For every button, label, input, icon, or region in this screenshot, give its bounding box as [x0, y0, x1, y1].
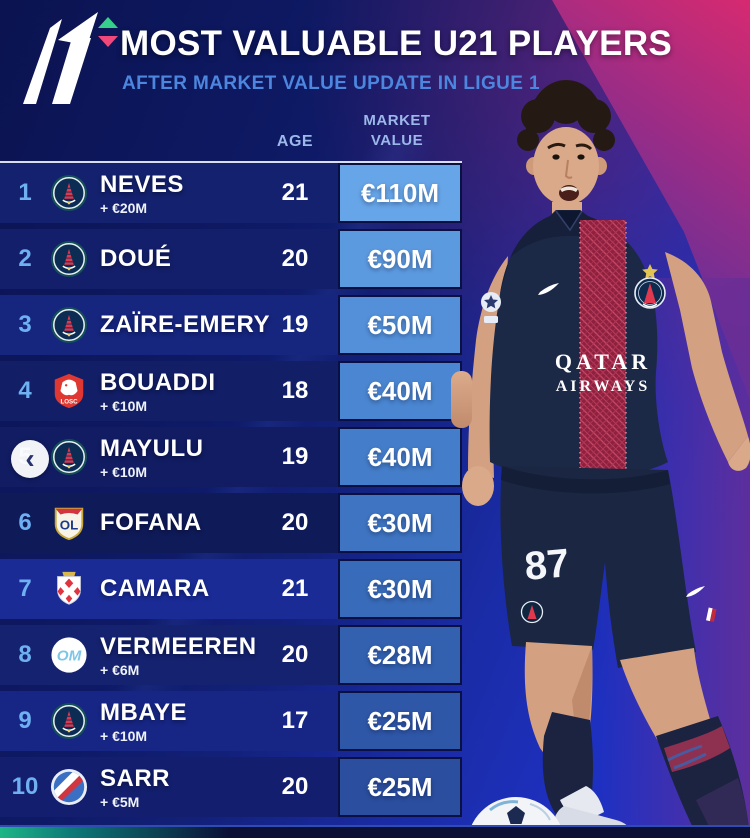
- market-value-cell: €30M: [338, 493, 462, 553]
- rank-label: 8: [18, 641, 32, 668]
- shirt-sponsor-line1: QATAR: [555, 349, 651, 374]
- player-name: SARR: [100, 764, 171, 792]
- down-arrow-icon: [98, 36, 118, 47]
- rank-label: 6: [18, 509, 32, 536]
- player-name: NEVES: [100, 170, 184, 198]
- table-row: 10 SARR + €5M 20 €25M: [0, 757, 462, 817]
- rank-label: 10: [11, 773, 39, 800]
- table-row: 8 OM VERMEEREN + €6M 20 €28M: [0, 625, 462, 685]
- rank-label: 3: [18, 311, 32, 338]
- player-name: FOFANA: [100, 509, 202, 536]
- market-value-cell: €40M: [338, 361, 462, 421]
- nike-swoosh-icon: [538, 283, 559, 295]
- page-title: MOST VALUABLE U21 PLAYERS: [120, 24, 673, 63]
- player-name: CAMARA: [100, 575, 210, 602]
- gold-star-icon: [642, 264, 658, 279]
- shirt-collar: [555, 210, 583, 232]
- rank-label: 7: [18, 575, 32, 602]
- value-change-label: + €20M: [100, 199, 148, 216]
- player-name: BOUADDI: [100, 368, 216, 396]
- player-left-arm: [665, 252, 750, 471]
- psg-badge-icon: [50, 702, 88, 740]
- age-value: 19: [281, 311, 309, 338]
- ligue1-logo: [23, 12, 118, 104]
- age-value: 20: [281, 245, 309, 272]
- player-shorts: 87: [500, 466, 717, 668]
- ranking-table: 1 NEVES + €20M 21 €110M 2: [0, 161, 462, 823]
- shorts-number: 87: [523, 541, 571, 589]
- table-row: 3 ZAÏRE-EMERY 19 €50M: [0, 295, 462, 355]
- carousel-prev-button[interactable]: ‹: [11, 440, 49, 478]
- player-name: MAYULU: [100, 434, 204, 462]
- svg-text:OM: OM: [57, 648, 82, 665]
- psg-badge-icon: [50, 174, 88, 212]
- svg-text:LOSC: LOSC: [60, 398, 78, 405]
- up-arrow-icon: [98, 17, 118, 28]
- age-value: 20: [281, 773, 309, 800]
- table-row: 7 CAMARA 21 €30M: [0, 559, 462, 619]
- table-row: 9 MBAYE + €10M 17 €25M: [0, 691, 462, 751]
- age-value: 17: [281, 707, 309, 734]
- player-name: DOUÉ: [100, 245, 172, 272]
- shirt-center-stripe: [580, 220, 626, 472]
- market-value-cell: €110M: [338, 163, 462, 223]
- psg-crest-icon: [634, 264, 666, 309]
- svg-text:OL: OL: [60, 518, 78, 533]
- market-value-cell: €40M: [338, 427, 462, 487]
- ucl-sleeve-badge-icon: [481, 292, 501, 323]
- rank-label: 2: [18, 245, 32, 272]
- shorts-hem-tab: [706, 607, 717, 622]
- player-photo: QATAR AIRWAYS 87: [462, 80, 750, 838]
- bottom-bar: [0, 825, 750, 838]
- psg-badge-icon: [50, 306, 88, 344]
- value-change-label: + €10M: [100, 463, 148, 480]
- table-row: 1 NEVES + €20M 21 €110M: [0, 163, 462, 223]
- table-row: 6 OL FOFANA 20 €30M: [0, 493, 462, 553]
- age-value: 21: [281, 179, 309, 206]
- player-head: [517, 80, 615, 224]
- player-name: MBAYE: [100, 698, 187, 726]
- market-value-cell: €50M: [338, 295, 462, 355]
- shorts-swoosh-icon: [686, 586, 705, 597]
- rank-label: 4: [18, 377, 32, 404]
- player-shirt: QATAR AIRWAYS: [481, 210, 668, 478]
- psg-badge-icon: [50, 240, 88, 278]
- age-value: 20: [281, 509, 309, 536]
- market-value-cell: €30M: [338, 559, 462, 619]
- value-change-label: + €6M: [100, 661, 140, 678]
- market-value-cell: €25M: [338, 691, 462, 751]
- shirt-sponsor-line2: AIRWAYS: [556, 378, 651, 395]
- psg-badge-icon: [50, 438, 88, 476]
- marseille-badge-icon: OM: [50, 636, 88, 674]
- lille-badge-icon: LOSC: [50, 372, 88, 410]
- market-value-cell: €25M: [338, 757, 462, 817]
- market-value-cell: €28M: [338, 625, 462, 685]
- age-value: 18: [281, 377, 309, 404]
- age-column-header: AGE: [276, 133, 314, 150]
- table-row: 5 MAYULU + €10M 19 €40M: [0, 427, 462, 487]
- player-hand: [451, 371, 472, 428]
- rank-label: 1: [18, 179, 32, 206]
- page-subtitle: AFTER MARKET VALUE UPDATE IN LIGUE 1: [122, 73, 540, 94]
- table-row: 2 DOUÉ 20 €90M: [0, 229, 462, 289]
- value-change-label: + €10M: [100, 727, 148, 744]
- age-value: 20: [281, 641, 309, 668]
- value-column-header: MARKET VALUE: [363, 112, 431, 149]
- lyon-badge-icon: OL: [50, 504, 88, 542]
- player-name: VERMEEREN: [100, 632, 257, 660]
- player-legs: [524, 642, 750, 838]
- rank-label: 9: [18, 707, 32, 734]
- strasbourg-badge-icon: [50, 768, 88, 806]
- age-value: 21: [281, 575, 309, 602]
- table-row: 4 LOSC BOUADDI + €10M 18 €40M: [0, 361, 462, 421]
- player-name: ZAÏRE-EMERY: [100, 311, 270, 338]
- value-change-label: + €10M: [100, 397, 148, 414]
- shorts-crest-icon: [520, 600, 544, 624]
- age-value: 19: [281, 443, 309, 470]
- value-change-label: + €5M: [100, 793, 140, 810]
- monaco-badge-icon: [50, 570, 88, 608]
- market-value-cell: €90M: [338, 229, 462, 289]
